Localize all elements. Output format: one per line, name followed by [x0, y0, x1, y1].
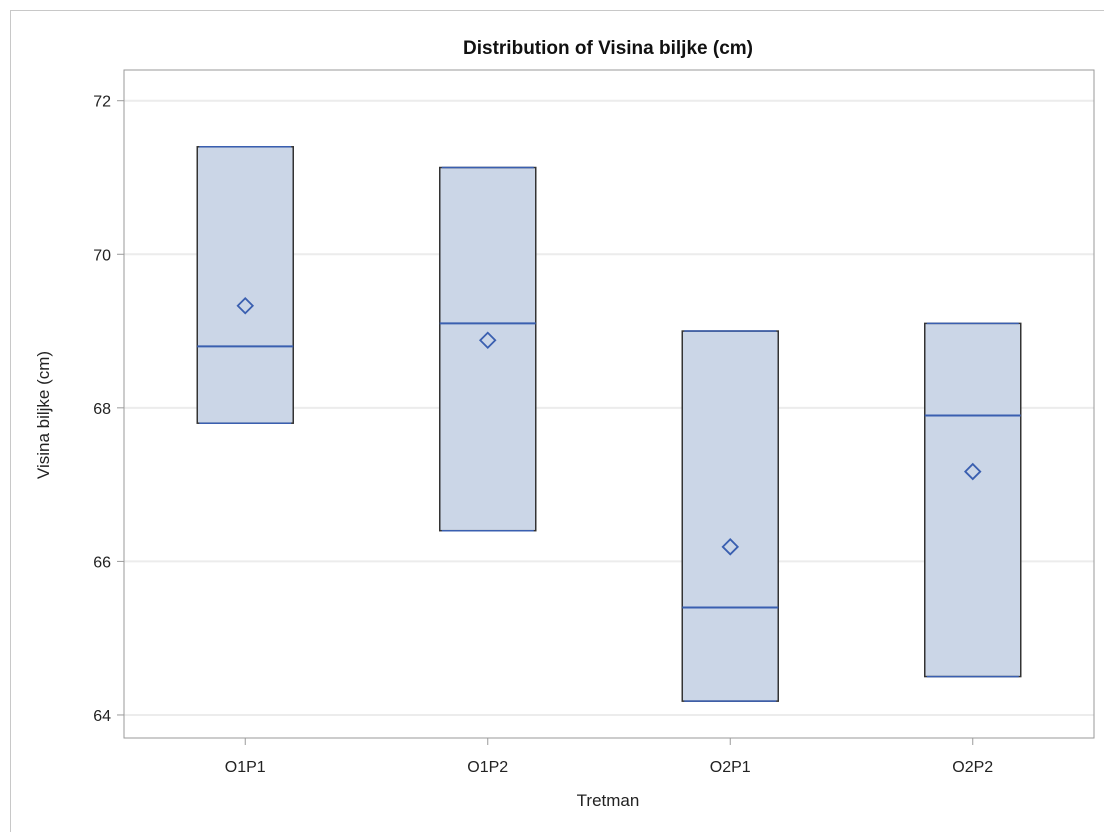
y-tick-label: 70 — [93, 247, 111, 264]
box-body — [196, 146, 294, 424]
box-o2p2 — [924, 322, 1022, 678]
mean-marker — [721, 538, 740, 556]
y-tick-label: 68 — [93, 401, 111, 418]
box-body — [439, 166, 537, 532]
x-tick-label: O1P2 — [467, 759, 508, 776]
boxes — [196, 146, 1022, 702]
y-tick-label: 66 — [93, 554, 111, 571]
box-o1p1 — [196, 146, 294, 424]
y-axis: 64 66 68 70 72 — [93, 94, 124, 725]
chart-frame: Distribution of Visina biljke (cm) Visin… — [10, 10, 1104, 832]
y-tick-label: 72 — [93, 94, 111, 111]
box-o1p2 — [439, 166, 537, 532]
x-tick-label: O2P2 — [952, 759, 993, 776]
x-axis-label: Tretman — [577, 791, 640, 810]
box-body — [924, 322, 1022, 678]
box-body — [681, 330, 779, 702]
box-plot-chart: Distribution of Visina biljke (cm) Visin… — [34, 38, 1095, 810]
plot-area — [123, 69, 1095, 739]
mean-marker — [478, 331, 497, 350]
mean-marker — [963, 462, 982, 481]
chart-title: Distribution of Visina biljke (cm) — [463, 38, 753, 59]
y-tick-label: 64 — [93, 708, 111, 725]
y-axis-label: Visina biljke (cm) — [34, 351, 53, 479]
x-tick-label: O2P1 — [710, 759, 751, 776]
x-tick-label: O1P1 — [225, 759, 266, 776]
x-axis: O1P1 O1P2 O2P1 O2P2 — [225, 738, 993, 776]
box-o2p1 — [681, 330, 779, 702]
mean-marker — [236, 296, 255, 315]
